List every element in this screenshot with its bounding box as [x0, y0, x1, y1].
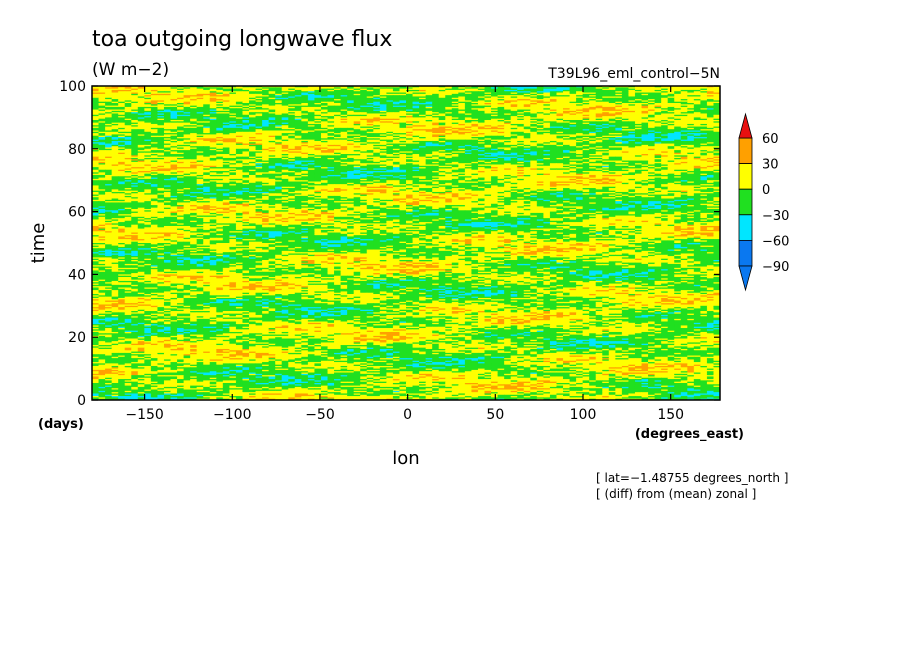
plot-area — [92, 86, 721, 400]
run-label: T39L96_eml_control−5N — [547, 66, 720, 82]
chart-units: (W m−2) — [92, 60, 169, 80]
chart-title: toa outgoing longwave flux — [92, 27, 392, 52]
heatmap-field — [92, 86, 721, 400]
